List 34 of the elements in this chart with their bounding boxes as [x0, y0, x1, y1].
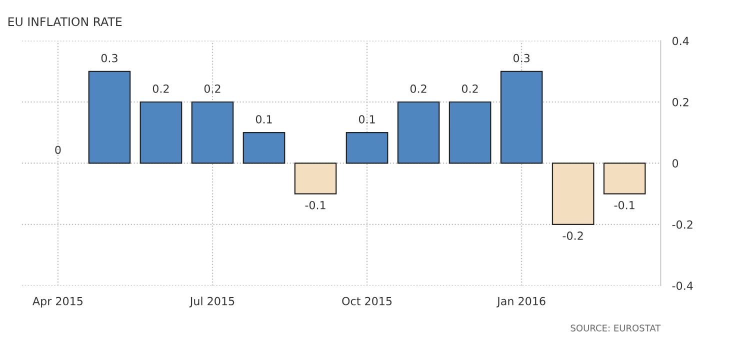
bar — [294, 162, 337, 194]
bar — [397, 101, 440, 164]
bar — [191, 101, 234, 164]
bar — [140, 101, 182, 164]
data-label: 0.1 — [256, 115, 272, 124]
data-label: -0.2 — [562, 232, 583, 240]
data-label: 0.2 — [152, 84, 169, 93]
bar — [603, 162, 646, 194]
bar — [346, 132, 388, 164]
y-tick-label: 0 — [672, 159, 678, 168]
data-label: -0.1 — [305, 200, 326, 210]
y-tick-label: 0.2 — [672, 98, 688, 106]
bar — [242, 132, 286, 164]
x-tick-label: Oct 2015 — [342, 296, 392, 306]
bar — [552, 162, 594, 225]
data-label: 0.2 — [462, 84, 478, 93]
data-label: -0.1 — [614, 200, 634, 210]
x-tick-label: Jul 2015 — [189, 296, 234, 308]
data-label: 0.3 — [101, 54, 118, 62]
bar — [500, 70, 543, 164]
chart-title: EU INFLATION RATE — [8, 17, 122, 26]
bar — [448, 101, 492, 164]
y-tick-label: -0.2 — [672, 220, 692, 229]
x-tick-label: Apr 2015 — [32, 296, 83, 308]
data-label: 0.2 — [410, 84, 426, 93]
bar — [88, 70, 131, 164]
source-note: SOURCE: EUROSTAT — [570, 324, 661, 332]
y-tick-label: -0.4 — [672, 282, 693, 290]
data-label: 0.1 — [358, 115, 375, 124]
data-label: 0.3 — [513, 54, 530, 62]
x-tick-label: Jan 2016 — [496, 296, 546, 308]
data-label: 0.2 — [204, 84, 220, 93]
data-label: 0 — [55, 146, 61, 154]
y-tick-label: 0.4 — [672, 36, 689, 46]
